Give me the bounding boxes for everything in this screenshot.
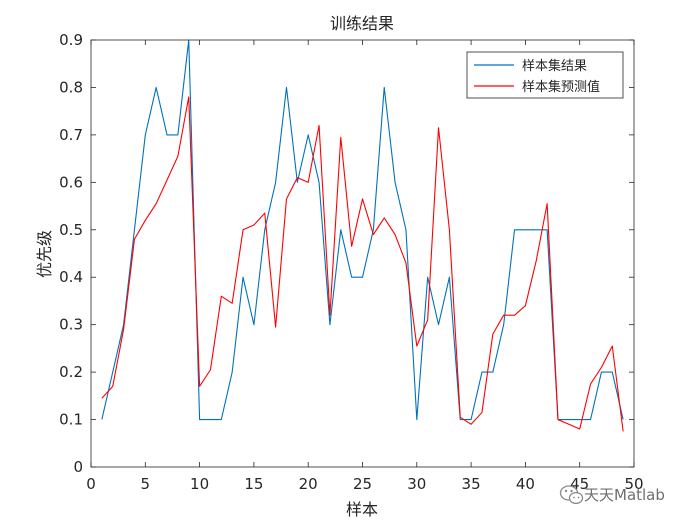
legend-label-series-1: 样本集结果: [522, 58, 587, 74]
x-tick-label: 25: [353, 475, 372, 493]
x-tick-label: 50: [624, 475, 643, 493]
legend-label-series-2: 样本集预测值: [522, 79, 600, 95]
x-tick-label: 30: [407, 475, 426, 493]
legend: 样本集结果 样本集预测值: [466, 51, 624, 99]
plot-area: [91, 40, 634, 467]
x-tick-label: 40: [516, 475, 535, 493]
y-tick-label: 0.8: [59, 78, 83, 96]
x-tick-label: 35: [462, 475, 481, 493]
x-tick-label: 0: [86, 475, 96, 493]
y-tick-label: 0: [73, 458, 83, 476]
x-tick-label: 10: [190, 475, 209, 493]
legend-box: [466, 51, 624, 99]
y-tick-label: 0.7: [59, 126, 83, 144]
watermark-text: 天天Matlab: [584, 486, 665, 504]
y-tick-label: 0.9: [59, 31, 83, 49]
y-tick-label: 0.1: [59, 411, 83, 429]
axes-layer: 0 5 10 15 20 25 30 35 40 45 5000.10.20.30.40.50.60…: [59, 31, 643, 493]
y-axis-label: 优先级: [35, 230, 54, 278]
watermark: 天天Matlab: [559, 485, 665, 505]
y-tick-label: 0.2: [59, 363, 83, 381]
x-axis-label: 样本: [346, 500, 378, 519]
wechat-icon: [559, 485, 584, 505]
x-tick-label: 5: [141, 475, 151, 493]
y-tick-label: 0.6: [59, 173, 83, 191]
chart-title: 训练结果: [330, 14, 394, 33]
y-tick-label: 0.3: [59, 316, 83, 334]
x-tick-label: 20: [299, 475, 318, 493]
y-tick-label: 0.4: [59, 268, 83, 286]
y-tick-label: 0.5: [59, 221, 83, 239]
x-tick-label: 15: [244, 475, 263, 493]
series-line-2: [101, 96, 624, 432]
